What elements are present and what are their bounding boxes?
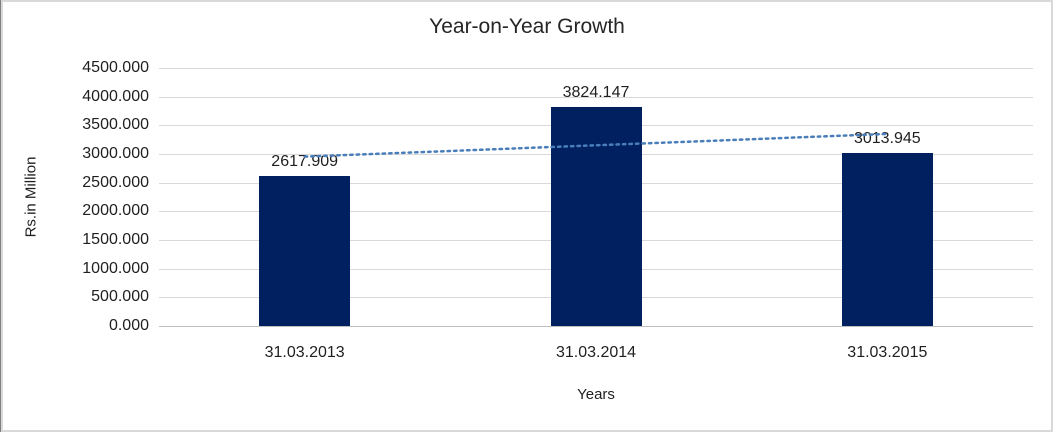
- x-tick-label: 31.03.2015: [847, 344, 928, 361]
- plot-area: 0.000 500.000 1000.000 1500.000 2000.000 2500…: [82, 59, 1033, 361]
- y-tick-label: 4000.000: [82, 87, 149, 105]
- data-label: 3013.945: [853, 130, 921, 148]
- y-tick-label: 2500.000: [82, 173, 149, 191]
- bar-31.03.2014[interactable]: [550, 106, 642, 326]
- x-axis-ticks: 31.03.2013 31.03.2014 31.03.2015: [159, 326, 1033, 361]
- y-tick-label: 3000.000: [82, 145, 149, 162]
- gridline: [159, 326, 1033, 327]
- y-tick-label: 3500.000: [82, 116, 149, 134]
- y-tick-label: 1000.000: [82, 259, 149, 277]
- x-tick-label: 31.03.2014: [555, 344, 637, 361]
- bar-31.03.2013[interactable]: [259, 175, 351, 326]
- bar-31.03.2015[interactable]: [841, 153, 933, 326]
- chart-title: Year-on-Year Growth: [429, 15, 625, 38]
- y-axis-title: Rs.in Million: [22, 156, 40, 238]
- x-tick-label: 31.03.2013: [264, 344, 345, 361]
- y-tick-label: 1500.000: [82, 231, 149, 248]
- data-label: 2617.909: [271, 152, 339, 170]
- y-tick-label: 4500.000: [82, 59, 149, 76]
- x-axis-title: Years: [577, 386, 615, 403]
- y-tick-label: 2000.000: [82, 202, 149, 220]
- data-label: 3824.147: [562, 83, 630, 101]
- y-tick-label: 0.000: [108, 317, 149, 334]
- gridline: [159, 96, 1033, 98]
- y-tick-label: 500.000: [91, 288, 149, 306]
- gridline: [159, 68, 1033, 69]
